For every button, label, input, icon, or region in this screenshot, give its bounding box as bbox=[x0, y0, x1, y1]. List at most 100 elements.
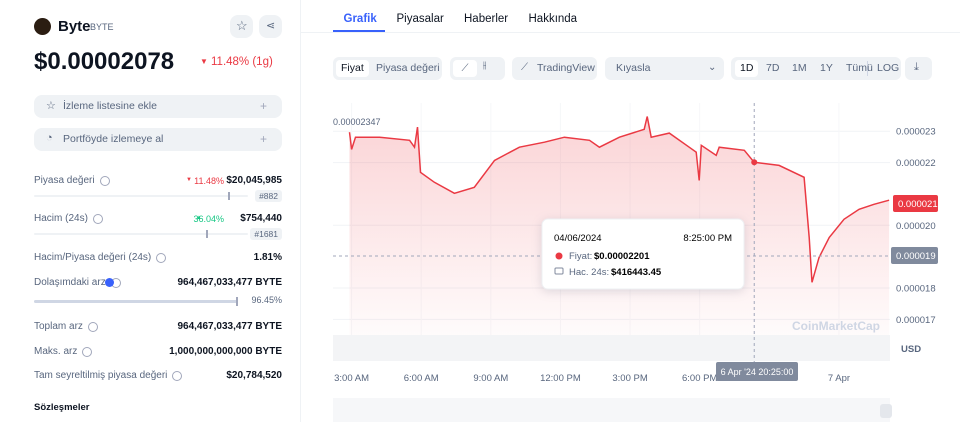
mode-chip[interactable]: Fiyat bbox=[336, 60, 369, 77]
price-change-arrow: ▼ bbox=[200, 57, 208, 66]
stat-change-arrow: ▼ bbox=[186, 177, 192, 183]
action-plus: + bbox=[260, 132, 268, 146]
tooltip-price: $0.00002201 bbox=[594, 251, 650, 262]
info-icon bbox=[88, 322, 98, 332]
stat-label: Maks. arz bbox=[34, 346, 78, 357]
slider-thumb bbox=[206, 230, 208, 238]
tradingview[interactable]: TradingView bbox=[537, 62, 595, 74]
y-tick-label: 0.000020 bbox=[896, 221, 936, 232]
tab[interactable]: Hakkında bbox=[528, 13, 578, 25]
tab[interactable]: Haberler bbox=[464, 13, 509, 25]
rank-badge: #882 bbox=[255, 190, 282, 202]
range-chip[interactable]: 7D bbox=[766, 62, 780, 74]
portfolio-button[interactable] bbox=[34, 128, 282, 151]
mode-chip[interactable]: Piyasa değeri bbox=[376, 62, 440, 74]
star-button[interactable]: ☆ bbox=[230, 15, 253, 38]
action-plus: + bbox=[260, 99, 268, 113]
log-chip[interactable]: LOG bbox=[877, 62, 900, 74]
hover-dot bbox=[751, 159, 758, 166]
range-chip[interactable]: 1D bbox=[735, 60, 759, 77]
supply-bar-end bbox=[236, 297, 238, 306]
stat-change: 36.04% bbox=[193, 214, 224, 224]
stat-value: 1,000,000,000,000 BYTE bbox=[169, 346, 282, 357]
info-icon bbox=[100, 176, 110, 186]
price-line bbox=[348, 116, 890, 283]
action-label[interactable]: İzleme listesine ekle bbox=[63, 100, 157, 112]
hover-badge-bg bbox=[891, 247, 938, 264]
tradingview-button[interactable]: ⟋ bbox=[512, 57, 597, 80]
volume-band bbox=[333, 335, 890, 361]
stat-label: Hacim/Piyasa değeri (24s) bbox=[34, 252, 152, 263]
x-tick-label: 3:00 PM bbox=[612, 373, 647, 384]
stat-change-arrow: ▲ bbox=[196, 215, 202, 221]
watermark: CoinMarketCap bbox=[792, 319, 880, 333]
share-button[interactable]: ⋖ bbox=[259, 15, 282, 38]
y-tick-label: 0.000023 bbox=[896, 127, 936, 138]
supply-bar bbox=[34, 300, 238, 303]
vertical-divider bbox=[300, 0, 301, 422]
stat-value: $20,784,520 bbox=[226, 370, 282, 381]
info-icon bbox=[82, 347, 92, 357]
tab-underline bbox=[333, 30, 385, 32]
tab[interactable]: Grafik bbox=[343, 13, 377, 25]
watchlist-button[interactable] bbox=[34, 95, 282, 118]
contracts-heading: Sözleşmeler bbox=[34, 402, 90, 413]
x-tick-label: 7 Apr bbox=[828, 373, 850, 384]
navigator bbox=[333, 398, 890, 422]
x-tick-label: 3:00 AM bbox=[334, 373, 369, 384]
slider-thumb bbox=[228, 192, 230, 200]
hover-badge: 0.000019 bbox=[896, 251, 936, 262]
action-icon: ☆ bbox=[46, 100, 56, 112]
action-label[interactable]: Portföyde izlemeye al bbox=[63, 133, 164, 145]
compare[interactable]: Kıyasla bbox=[616, 62, 651, 74]
stat-change: 11.48% bbox=[194, 176, 224, 186]
info-icon bbox=[93, 214, 103, 224]
range-group bbox=[731, 57, 901, 80]
navigator-handle[interactable] bbox=[880, 404, 892, 418]
verified-icon bbox=[105, 278, 114, 287]
stat-label: Dolaşımdaki arz bbox=[34, 277, 106, 288]
stat-value: $754,440 bbox=[240, 213, 282, 224]
currency: USD bbox=[901, 344, 921, 355]
y-tick-label: 0.000022 bbox=[896, 158, 936, 169]
stat-label: Hacim (24s) bbox=[34, 213, 88, 224]
x-tick-label: 9:00 AM bbox=[473, 373, 508, 384]
style-group: ⟋ ⫲ bbox=[450, 57, 505, 80]
action-icon: ◔ bbox=[46, 132, 53, 144]
slider-track bbox=[34, 195, 248, 197]
supply-percent: 96.45% bbox=[251, 295, 282, 305]
info-icon bbox=[156, 253, 166, 263]
tooltip-volume-label: Hac. 24s: bbox=[569, 267, 609, 278]
x-tick-label: 6:00 AM bbox=[404, 373, 439, 384]
hover-time-bg bbox=[716, 362, 798, 381]
stat-label: Toplam arz bbox=[34, 321, 83, 332]
tooltip-date: 04/06/2024 bbox=[554, 233, 602, 244]
stat-value: 964,467,033,477 BYTE bbox=[177, 277, 282, 288]
price-badge-bg bbox=[893, 195, 938, 212]
range-chip[interactable]: 1M bbox=[792, 62, 807, 74]
coin-name: Byte bbox=[58, 18, 91, 35]
price-change: 11.48% (1g) bbox=[211, 56, 273, 68]
x-tick-label: 6:00 PM bbox=[682, 373, 717, 384]
tooltip-volume: $416443.45 bbox=[611, 267, 662, 278]
range-chip[interactable]: 1Y bbox=[820, 62, 833, 74]
compare-dropdown[interactable]: ⌄ bbox=[605, 57, 724, 80]
price: $0.00002078 bbox=[34, 48, 175, 75]
y-tick-label: 0.000018 bbox=[896, 283, 936, 294]
price-badge: 0.000021 bbox=[898, 199, 938, 210]
tab-divider bbox=[301, 32, 960, 33]
tooltip-time: 8:25:00 PM bbox=[683, 233, 732, 244]
stat-label: Tam seyreltilmiş piyasa değeri bbox=[34, 370, 168, 381]
tab[interactable]: Piyasalar bbox=[396, 13, 444, 25]
x-tick-label: 12:00 PM bbox=[540, 373, 581, 384]
range-chip[interactable]: Tümü bbox=[846, 62, 873, 74]
download-button[interactable]: ⤓ bbox=[905, 57, 932, 80]
logo bbox=[34, 18, 51, 35]
coin-symbol: BYTE bbox=[90, 22, 114, 32]
high-label: 0.00002347 bbox=[333, 117, 381, 127]
y-tick-label: 0.000017 bbox=[896, 315, 936, 326]
tooltip-price-dot bbox=[555, 252, 563, 260]
tooltip-box bbox=[541, 218, 745, 290]
